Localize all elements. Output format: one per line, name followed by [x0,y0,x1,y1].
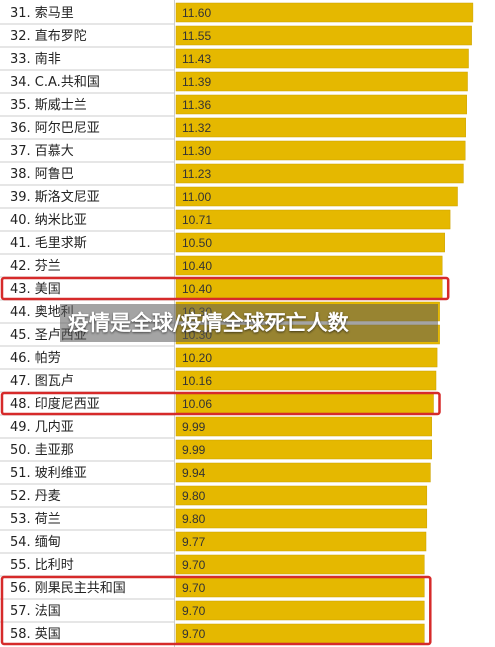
chart-rows: 31. 索马里 11.60 32. 直布罗陀 11.55 33. 南非 11.43 34. … [0,0,474,647]
bar [175,508,428,529]
row-label: 43. 美国 [10,282,61,297]
overlay-title-banner: 疫情是全球/疫情全球死亡人数 [60,304,438,342]
bar-value-label: 10.06 [182,397,212,411]
row-label: 33. 南非 [10,51,61,67]
row-label: 44. 奥地利 [10,305,74,320]
row-label: 53. 荷兰 [10,512,61,527]
bar-value-label: 11.55 [182,29,211,43]
bar-value-label: 9.99 [182,420,206,434]
bar-value-label: 11.43 [182,52,211,66]
row-label: 32. 直布罗陀 [10,28,87,44]
bar [175,25,472,46]
bar [175,393,434,414]
bar-value-label: 9.70 [182,558,206,572]
bar-value-label: 10.20 [182,351,212,365]
bar [175,600,425,621]
bar-value-label: 9.70 [182,604,206,618]
bar-value-label: 10.50 [182,236,212,250]
bar-value-label: 11.23 [182,167,211,181]
row-label: 49. 几内亚 [10,419,74,435]
row-label: 56. 刚果民主共和国 [10,581,126,596]
bar-value-label: 11.39 [182,75,211,89]
row-label: 40. 纳米比亚 [10,213,87,228]
bar [175,370,437,391]
row-label: 37. 百慕大 [10,144,74,159]
row-label: 46. 帕劳 [10,350,61,366]
bar [175,439,432,460]
row-label: 50. 圭亚那 [10,443,74,458]
bar [175,232,445,253]
bar [175,462,431,483]
row-label: 55. 比利时 [10,558,74,573]
bar [175,554,425,575]
row-label: 48. 印度尼西亚 [10,396,100,412]
bar [175,117,466,138]
row-label: 51. 玻利维亚 [10,466,87,481]
bar [175,71,468,92]
bar-value-label: 11.36 [182,98,211,112]
bar-value-label: 9.99 [182,443,206,457]
row-label: 38. 阿鲁巴 [10,167,74,182]
bar-value-label: 11.60 [182,6,211,20]
bar [175,278,443,299]
bar [175,209,451,230]
row-label: 31. 索马里 [10,6,74,21]
row-label: 39. 斯洛文尼亚 [10,190,100,205]
bar [175,48,469,69]
bar [175,623,425,644]
row-label: 57. 法国 [10,604,61,619]
bar-value-label: 10.16 [182,374,212,388]
row-label: 47. 图瓦卢 [10,373,74,389]
row-label: 35. 斯威士兰 [10,98,87,113]
row-label: 52. 丹麦 [10,489,61,504]
bar-value-label: 9.77 [182,535,206,549]
highlight-box [0,391,441,416]
bar-value-label: 10.40 [182,282,212,296]
bar [175,140,466,161]
bar [175,531,427,552]
row-label: 42. 芬兰 [10,259,61,274]
bar-value-label: 11.00 [182,190,211,204]
bar-value-label: 11.30 [182,144,211,158]
bar [175,186,458,207]
bar [175,255,443,276]
bar [175,485,428,506]
bar-value-label: 10.40 [182,259,212,273]
bar-value-label: 9.80 [182,512,206,526]
bar-value-label: 10.71 [182,213,212,227]
row-label: 58. 英国 [10,627,61,642]
bar [175,163,464,184]
highlight-box [0,575,432,646]
highlight-box [0,276,450,301]
highlight-boxes [0,276,450,646]
bar-value-label: 9.70 [182,627,206,641]
row-label: 36. 阿尔巴尼亚 [10,121,100,136]
bar [175,577,425,598]
row-label: 34. C.A.共和国 [10,75,100,90]
bar [175,2,474,23]
bar [175,347,438,368]
bar-value-label: 9.94 [182,466,206,480]
bar-value-label: 11.32 [182,121,211,135]
bar-value-label: 9.70 [182,581,206,595]
row-label: 41. 毛里求斯 [10,236,87,251]
bar [175,94,467,115]
bar [175,416,432,437]
bar-value-label: 9.80 [182,489,206,503]
row-label: 54. 缅甸 [10,535,61,550]
